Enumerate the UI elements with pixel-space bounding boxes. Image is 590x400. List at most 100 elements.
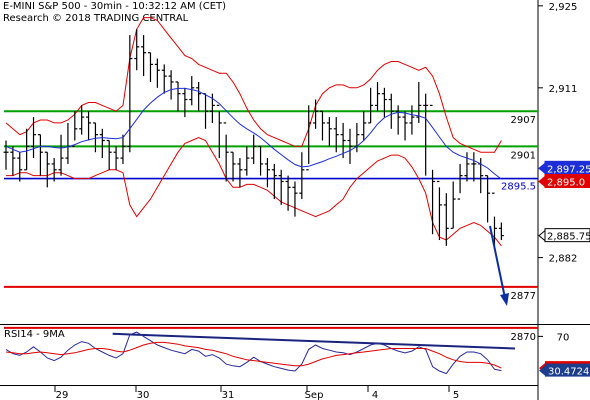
price-bar	[485, 175, 491, 223]
price-bar	[457, 163, 463, 200]
rsi-box-blue: 30.4724	[539, 363, 590, 378]
price-bar	[244, 146, 250, 176]
price-bar	[471, 152, 477, 182]
price-bar	[17, 152, 23, 182]
time-tick-label: 30	[137, 390, 150, 400]
price-bar	[230, 151, 236, 182]
price-bar	[313, 99, 319, 129]
price-bar	[498, 222, 504, 241]
price-bar	[251, 134, 257, 164]
price-bar	[168, 70, 174, 100]
price-bar	[58, 134, 64, 176]
time-tick-label: 5	[453, 390, 459, 400]
price-bar	[86, 111, 92, 141]
level-label: 2907	[511, 115, 536, 126]
price-bar	[326, 117, 332, 147]
price-box-label: 2,885.75	[547, 232, 590, 243]
price-bar	[333, 117, 339, 153]
price-box-label: 2,895.0	[547, 177, 585, 188]
price-bar	[10, 146, 16, 176]
price-bar	[361, 111, 367, 141]
price-bar	[464, 152, 470, 182]
price-box-pointer	[538, 229, 546, 242]
axis-tick-label: 2,882	[549, 254, 578, 265]
instrument-title: E-MINI S&P 500 - 30min - 10:32:12 AM (CE…	[3, 1, 227, 12]
time-tick-label: 29	[56, 390, 69, 400]
price-bar	[24, 128, 30, 171]
rsi-ma-line	[5, 341, 502, 369]
candlesticks	[3, 29, 504, 246]
level-label: 2895.5	[501, 182, 536, 193]
price-bar	[65, 122, 71, 164]
price-bar	[491, 192, 497, 246]
price-bar	[79, 105, 85, 135]
price-bar	[375, 81, 381, 112]
rsi-title: RSI14 - 9MA	[4, 329, 65, 340]
rsi-line	[5, 331, 502, 375]
rsi-axis-label: 70	[557, 332, 570, 343]
price-bar	[299, 152, 305, 200]
chart-header: E-MINI S&P 500 - 30min - 10:32:12 AM (CE…	[3, 1, 226, 25]
price-box-blue: 2,897.25	[538, 160, 590, 175]
price-bar	[388, 93, 394, 129]
price-bar	[278, 169, 284, 205]
time-tick-label: Sep	[305, 390, 324, 400]
forecast-arrow-icon	[489, 225, 509, 306]
price-bar	[381, 87, 387, 118]
price-bar	[450, 181, 456, 229]
price-bar	[161, 64, 167, 94]
level-label: 2901	[511, 150, 536, 161]
time-tick-label: 4	[372, 390, 378, 400]
price-bar	[319, 110, 325, 141]
price-bar	[147, 52, 153, 82]
price-bar	[340, 122, 346, 159]
price-bar	[113, 146, 119, 170]
price-bar	[106, 139, 112, 170]
axis-tick-label: 2,925	[549, 2, 578, 13]
price-bar	[395, 105, 401, 135]
price-bar	[37, 134, 43, 176]
price-bar	[44, 151, 50, 188]
price-bar	[430, 104, 436, 235]
price-bar	[3, 140, 9, 170]
rsi-trendline	[112, 332, 516, 350]
price-box-label: 2,897.25	[547, 164, 590, 175]
price-box-pointer	[538, 175, 546, 188]
price-bar	[154, 58, 160, 88]
price-bar	[182, 87, 188, 118]
moving-average-line	[5, 87, 502, 180]
price-axis: 2,925 2,911 2,882 2,897.25 2,895.0 2,885.75	[538, 2, 590, 265]
rsi-box-pointer	[539, 365, 545, 376]
bollinger-lower-line	[6, 137, 502, 247]
arrow-shaft	[489, 225, 506, 299]
price-bar	[216, 104, 222, 159]
price-bar	[306, 105, 312, 171]
time-tick-label: 31	[222, 390, 235, 400]
price-bar	[443, 193, 449, 246]
price-bar	[237, 158, 243, 188]
rsi-box-label: 30.4724	[548, 367, 589, 378]
price-bar	[51, 158, 57, 182]
price-bar	[264, 158, 270, 188]
price-bar	[347, 128, 353, 164]
price-box-red: 2,895.0	[538, 173, 590, 188]
price-bar	[189, 76, 195, 106]
price-bar	[134, 29, 140, 71]
price-box-last: 2,885.75	[538, 228, 590, 243]
price-bar	[436, 180, 442, 241]
price-bar	[99, 128, 105, 159]
rsi-box-bg	[545, 363, 590, 377]
price-bar	[285, 175, 291, 211]
price-bar	[175, 81, 181, 112]
price-bar	[120, 134, 126, 164]
price-bar	[258, 145, 264, 176]
bollinger-upper-line	[5, 17, 502, 153]
level-label: 2870	[511, 332, 536, 343]
moving-average	[5, 87, 502, 180]
price-bar	[423, 93, 429, 176]
price-bar	[127, 35, 133, 153]
price-bar	[409, 105, 415, 135]
arrow-head	[500, 293, 509, 306]
price-box-pointer	[538, 162, 546, 175]
